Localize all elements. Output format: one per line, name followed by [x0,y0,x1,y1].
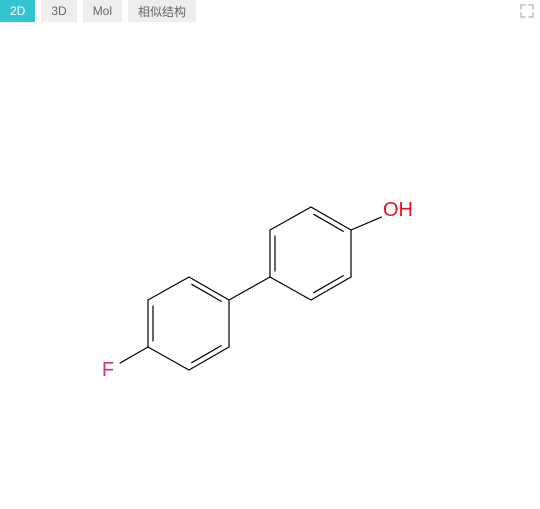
tab-2d-label: 2D [10,4,25,18]
structure-canvas: F OH [0,22,540,509]
tab-2d[interactable]: 2D [0,0,35,22]
view-tabs: 2D 3D Mol 相似结构 [0,0,540,22]
molecule-svg [0,22,540,509]
tab-mol-label: Mol [93,4,112,18]
atom-label-oh: OH [383,200,413,220]
tab-mol[interactable]: Mol [83,0,122,22]
atom-label-f: F [102,360,114,380]
expand-icon[interactable] [520,4,534,18]
tab-3d[interactable]: 3D [41,0,76,22]
tab-3d-label: 3D [51,4,66,18]
tab-similar-label: 相似结构 [138,3,186,20]
tab-similar[interactable]: 相似结构 [128,0,196,22]
